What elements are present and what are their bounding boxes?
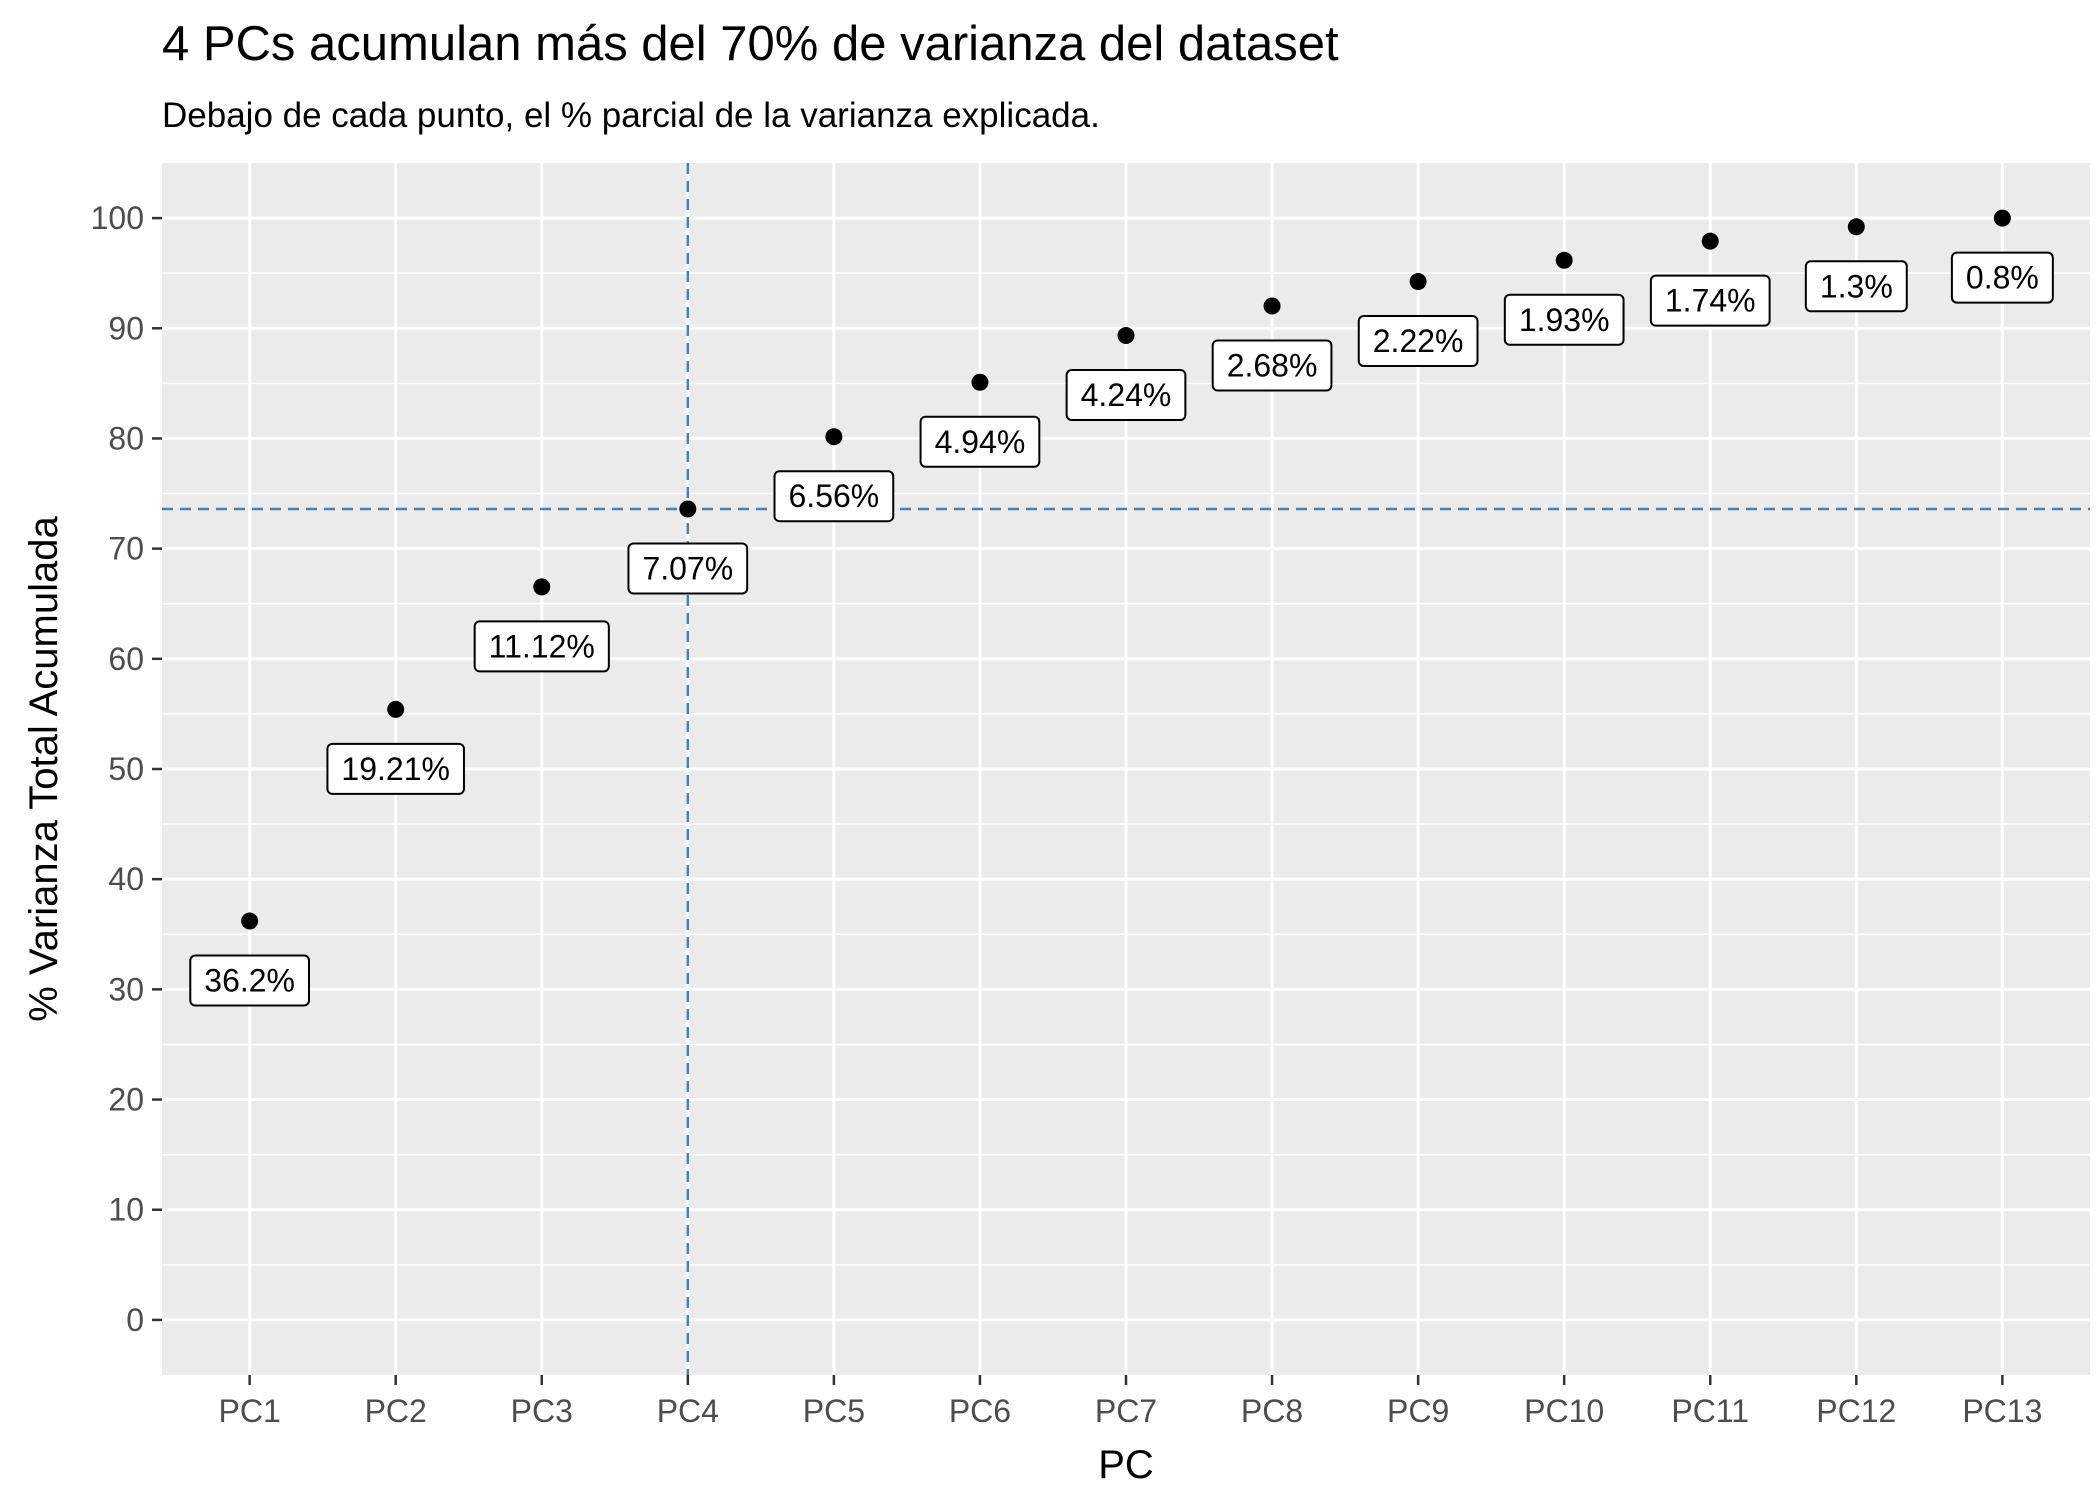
data-label-text: 1.93%	[1519, 302, 1610, 338]
x-tick-label: PC12	[1816, 1393, 1896, 1429]
data-label: 1.3%	[1804, 260, 1908, 313]
data-point	[679, 500, 697, 518]
chart-title: 4 PCs acumulan más del 70% de varianza d…	[162, 17, 1339, 71]
x-axis-title: PC	[1098, 1443, 1154, 1487]
data-label-text: 4.94%	[935, 424, 1026, 460]
data-label-text: 11.12%	[489, 628, 595, 664]
data-label-text: 0.8%	[1966, 260, 2039, 296]
data-point	[1555, 251, 1573, 269]
x-tick-label: PC5	[803, 1393, 865, 1429]
y-tick-label: 40	[108, 861, 144, 897]
y-tick-label: 30	[108, 971, 144, 1007]
x-tick-label: PC7	[1095, 1393, 1157, 1429]
data-label-text: 4.24%	[1081, 377, 1172, 413]
data-label: 36.2%	[189, 954, 311, 1007]
data-point	[387, 700, 405, 718]
data-label-text: 2.22%	[1373, 323, 1464, 359]
data-point	[825, 428, 843, 446]
data-label: 2.22%	[1357, 315, 1479, 368]
x-tick-label: PC11	[1671, 1393, 1749, 1429]
x-tick-label: PC13	[1962, 1393, 2042, 1429]
data-label: 4.24%	[1065, 369, 1187, 422]
y-tick-label: 80	[108, 420, 144, 456]
y-axis-title: % Varianza Total Acumulada	[22, 516, 66, 1022]
x-tick-label: PC1	[219, 1393, 281, 1429]
data-label-text: 7.07%	[642, 550, 733, 586]
data-label-box	[1065, 369, 1187, 422]
data-label-text: 1.3%	[1820, 268, 1893, 304]
data-label: 1.93%	[1503, 293, 1625, 346]
data-label-box	[1950, 251, 2054, 304]
data-label: 6.56%	[773, 470, 895, 523]
data-label-text: 2.68%	[1227, 348, 1318, 384]
x-tick-label: PC3	[511, 1393, 573, 1429]
x-tick-label: PC4	[657, 1393, 719, 1429]
data-label-box	[1804, 260, 1908, 313]
x-tick-label: PC6	[949, 1393, 1011, 1429]
y-tick-label: 10	[108, 1192, 144, 1228]
data-label-box	[627, 542, 749, 595]
data-label: 2.68%	[1211, 339, 1333, 392]
y-tick-label: 70	[108, 531, 144, 567]
y-tick-label: 20	[108, 1082, 144, 1118]
data-label-text: 1.74%	[1665, 283, 1756, 319]
data-point	[1409, 273, 1427, 291]
data-label-box	[1357, 315, 1479, 368]
data-label-box	[1211, 339, 1333, 392]
data-point	[533, 578, 551, 596]
y-tick-label: 90	[108, 310, 144, 346]
data-label-box	[919, 415, 1041, 468]
data-label-box	[189, 954, 311, 1007]
data-label: 19.21%	[326, 742, 465, 795]
x-tick-label: PC9	[1387, 1393, 1449, 1429]
data-label: 4.94%	[919, 415, 1041, 468]
data-point	[1993, 209, 2011, 227]
data-point	[971, 373, 989, 391]
data-point	[241, 912, 259, 930]
data-label: 1.74%	[1649, 274, 1771, 327]
data-label-text: 19.21%	[341, 751, 450, 787]
data-label-box	[773, 470, 895, 523]
y-tick-label: 50	[108, 751, 144, 787]
x-tick-label: PC8	[1241, 1393, 1303, 1429]
y-tick-label: 0	[126, 1302, 144, 1338]
data-label: 11.12%	[473, 620, 610, 673]
data-label-text: 36.2%	[204, 963, 295, 999]
data-labels: 36.2% 19.21% 11.12% 7.07% 6.56% 4.94% 4.24% 2.6…	[189, 251, 2054, 1007]
data-point	[1263, 297, 1281, 315]
data-label: 0.8%	[1950, 251, 2054, 304]
x-tick-label: PC2	[365, 1393, 427, 1429]
data-point	[1847, 218, 1865, 236]
data-label-box	[473, 620, 610, 673]
data-label-box	[326, 742, 465, 795]
x-tick-label: PC10	[1524, 1393, 1604, 1429]
x-axis: PC1 PC2 PC3 PC4 PC5 PC6 PC7 PC8 PC9 PC10 PC11 PC12 P…	[219, 1375, 2042, 1429]
reference-lines	[162, 163, 2090, 1375]
data-label-text: 6.56%	[789, 478, 880, 514]
data-points	[241, 209, 2011, 930]
data-label: 7.07%	[627, 542, 749, 595]
chart-subtitle: Debajo de cada punto, el % parcial de la…	[162, 96, 1100, 135]
y-tick-label: 100	[91, 200, 144, 236]
data-label-box	[1503, 293, 1625, 346]
y-tick-label: 60	[108, 641, 144, 677]
y-axis: 0 10 20 30 40 50 60 70 80 90 100	[91, 200, 162, 1338]
data-point	[1701, 232, 1719, 250]
gridlines	[162, 163, 2090, 1375]
data-label-box	[1649, 274, 1771, 327]
data-point	[1117, 327, 1135, 345]
